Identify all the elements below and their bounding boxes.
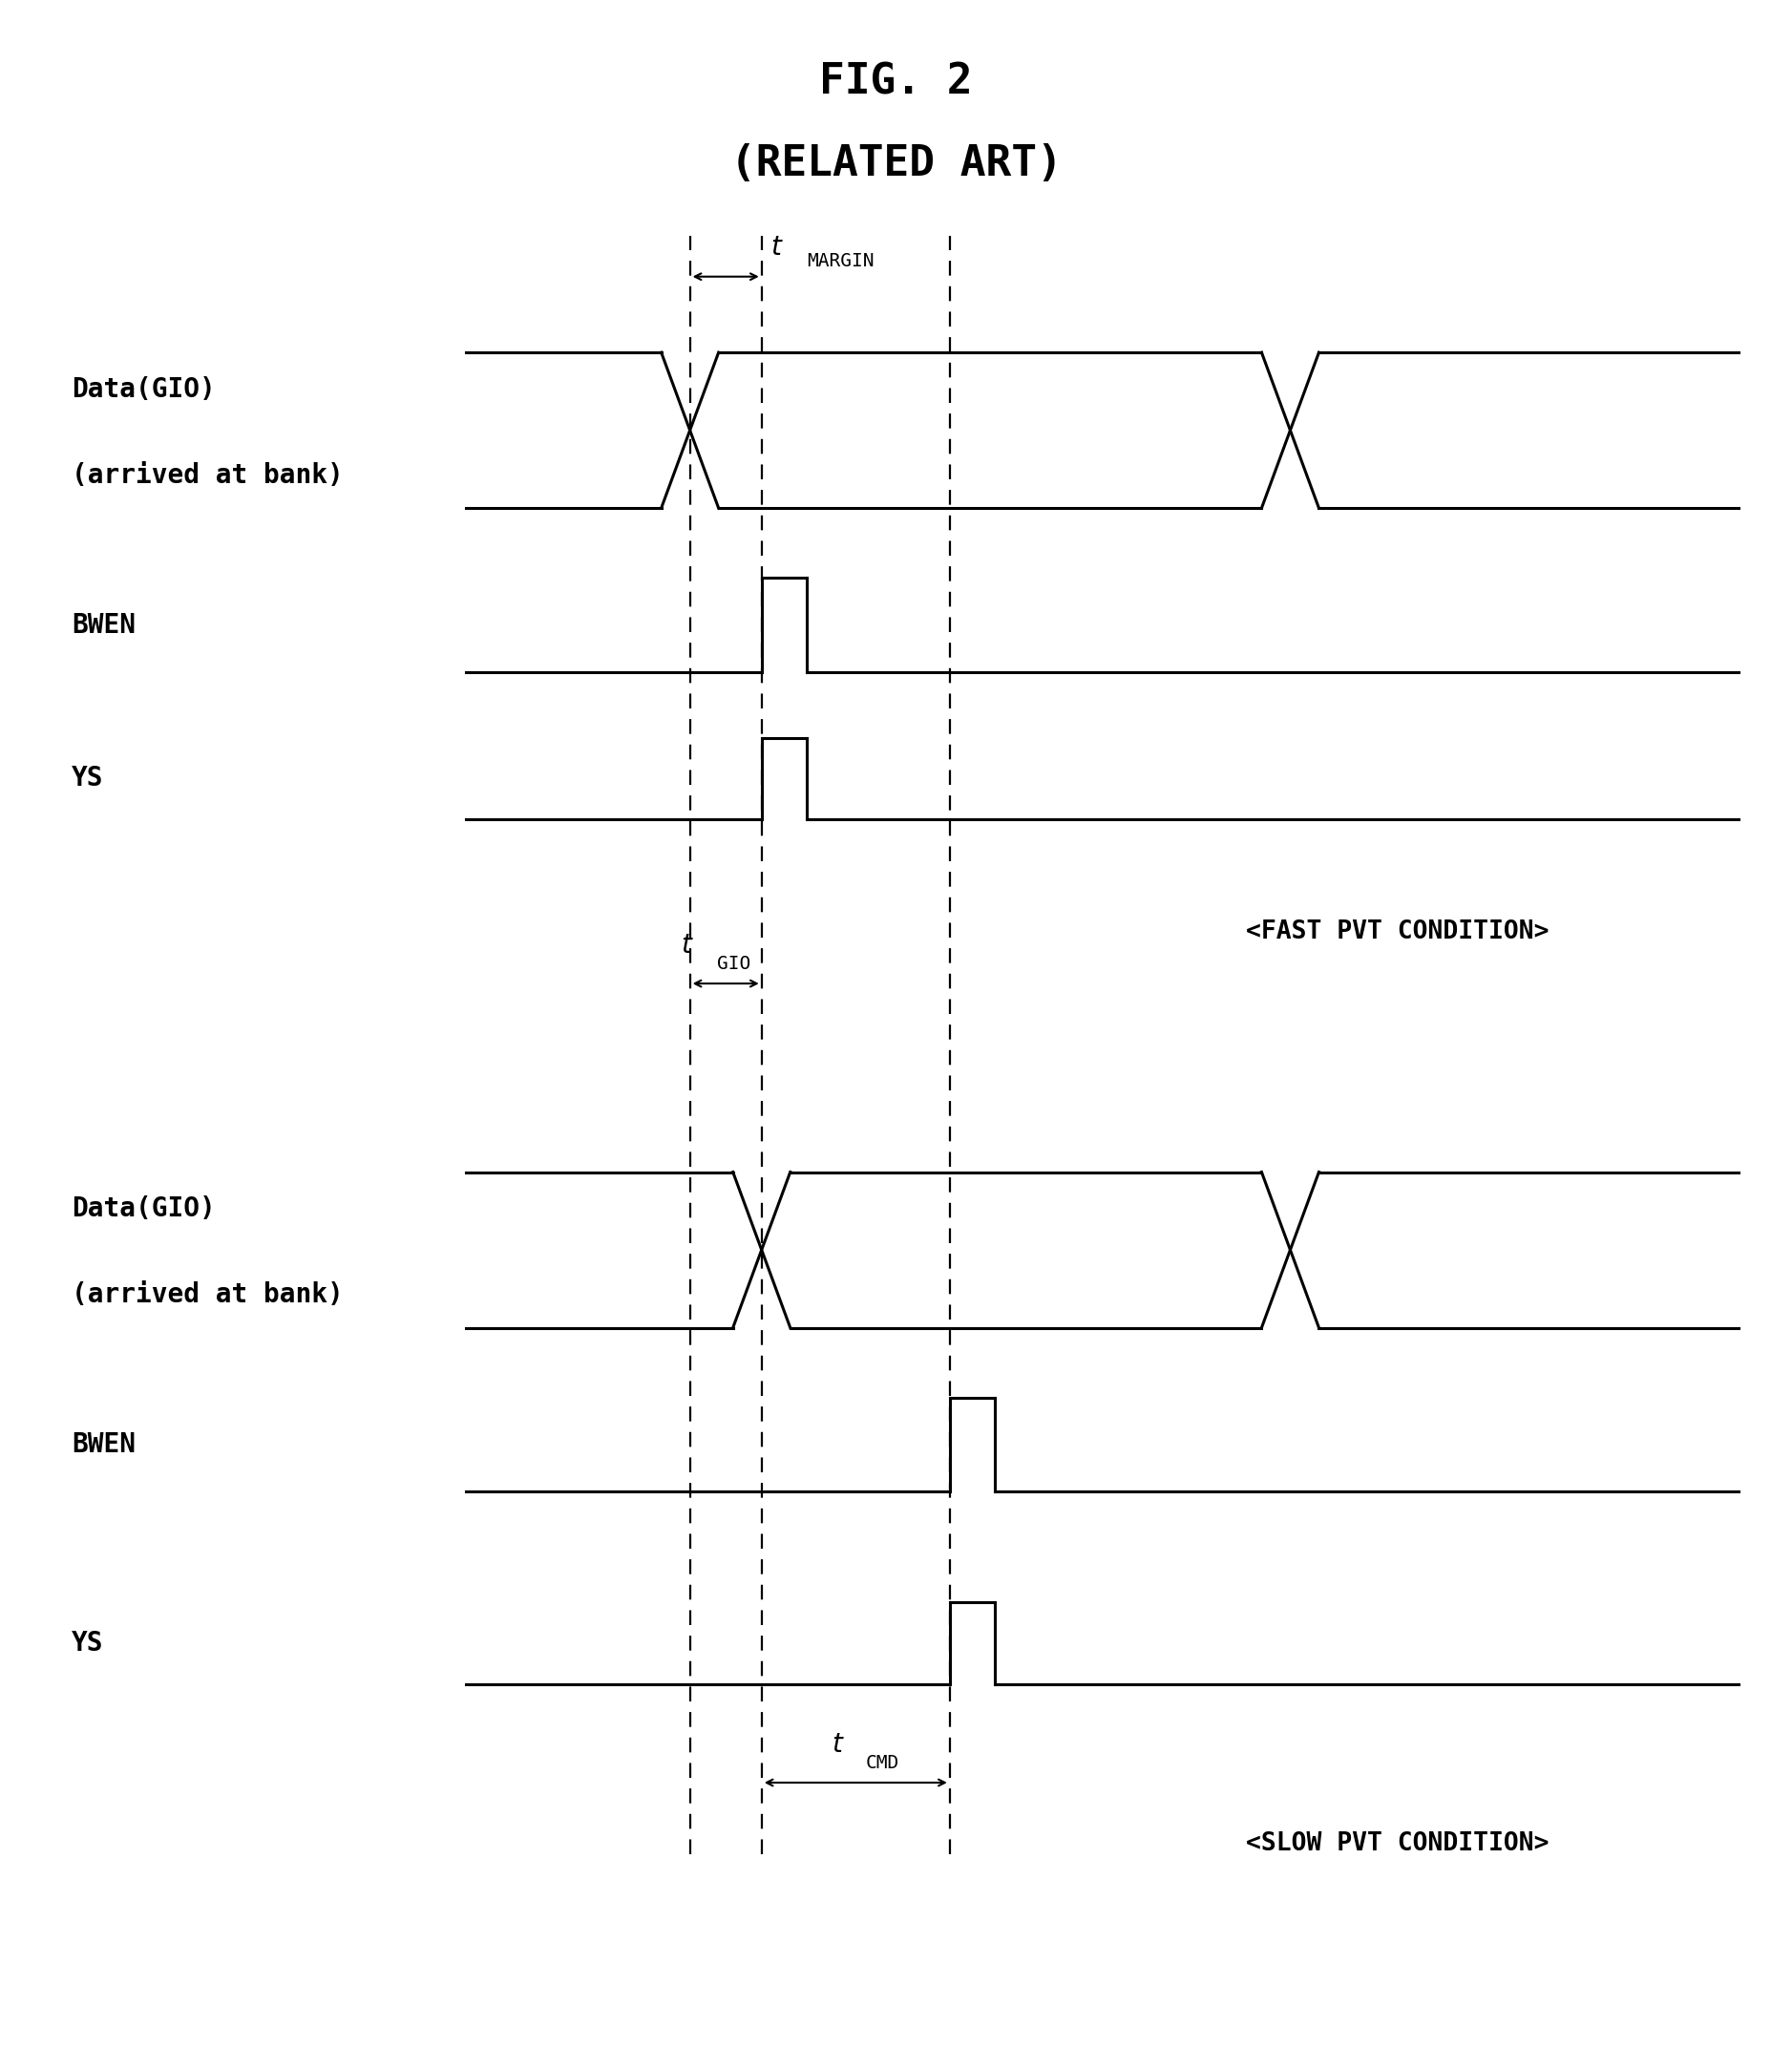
Text: $t$: $t$	[831, 1731, 844, 1758]
Text: Data(GIO): Data(GIO)	[72, 375, 215, 404]
Text: MARGIN: MARGIN	[806, 252, 874, 270]
Text: CMD: CMD	[866, 1754, 900, 1772]
Text: YS: YS	[72, 1629, 104, 1658]
Text: BWEN: BWEN	[72, 1430, 136, 1459]
Text: BWEN: BWEN	[72, 611, 136, 639]
Text: $t$: $t$	[681, 932, 694, 959]
Text: (RELATED ART): (RELATED ART)	[729, 143, 1063, 184]
Text: (arrived at bank): (arrived at bank)	[72, 1281, 344, 1309]
Text: <SLOW PVT CONDITION>: <SLOW PVT CONDITION>	[1245, 1832, 1550, 1856]
Text: $t$: $t$	[771, 234, 783, 260]
Text: GIO: GIO	[717, 955, 751, 973]
Text: YS: YS	[72, 764, 104, 793]
Text: Data(GIO): Data(GIO)	[72, 1195, 215, 1223]
Text: FIG. 2: FIG. 2	[819, 61, 973, 102]
Text: (arrived at bank): (arrived at bank)	[72, 461, 344, 490]
Text: <FAST PVT CONDITION>: <FAST PVT CONDITION>	[1245, 920, 1550, 945]
